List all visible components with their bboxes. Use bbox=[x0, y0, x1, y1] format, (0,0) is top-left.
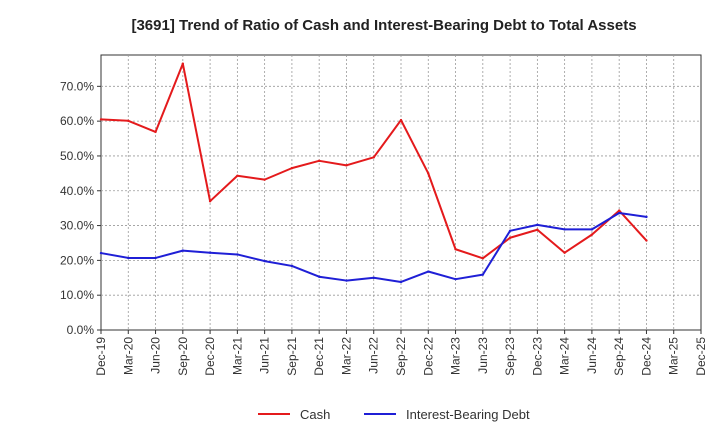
data-point-cash bbox=[617, 209, 621, 212]
data-point-cash bbox=[236, 174, 239, 177]
x-tick-label: Jun-24 bbox=[585, 337, 599, 374]
y-tick-label: 20.0% bbox=[60, 253, 94, 267]
x-tick-label: Jun-22 bbox=[367, 337, 381, 374]
data-point-cash bbox=[590, 233, 594, 236]
data-point-interest-bearing-debt bbox=[645, 215, 648, 219]
legend: Cash Interest-Bearing Debt bbox=[258, 407, 530, 422]
data-point-interest-bearing-debt bbox=[181, 249, 185, 252]
data-point-cash bbox=[317, 159, 321, 163]
series-lines bbox=[99, 62, 648, 284]
data-point-interest-bearing-debt bbox=[563, 228, 566, 231]
data-point-cash bbox=[127, 119, 130, 122]
x-tick-label: Mar-20 bbox=[121, 337, 135, 375]
x-tick-label: Dec-19 bbox=[94, 337, 108, 376]
data-point-cash bbox=[154, 130, 157, 134]
data-point-interest-bearing-debt bbox=[508, 229, 512, 232]
data-point-interest-bearing-debt bbox=[345, 279, 348, 282]
data-point-interest-bearing-debt bbox=[454, 277, 457, 281]
data-point-interest-bearing-debt bbox=[290, 264, 294, 268]
data-point-cash bbox=[99, 118, 103, 121]
x-tick-label: Dec-22 bbox=[421, 337, 435, 376]
x-tick-label: Jun-20 bbox=[149, 337, 163, 374]
data-point-cash bbox=[454, 248, 457, 251]
y-tick-label: 70.0% bbox=[60, 79, 94, 93]
y-tick-label: 50.0% bbox=[60, 149, 94, 163]
data-point-interest-bearing-debt bbox=[317, 275, 321, 278]
x-tick-label: Dec-25 bbox=[694, 337, 708, 376]
data-point-interest-bearing-debt bbox=[236, 253, 239, 256]
data-point-interest-bearing-debt bbox=[372, 276, 375, 279]
x-tick-label: Dec-21 bbox=[312, 337, 326, 376]
data-point-cash bbox=[208, 200, 212, 203]
x-tick-label: Dec-24 bbox=[639, 337, 653, 376]
data-point-interest-bearing-debt bbox=[263, 259, 266, 263]
data-point-cash bbox=[181, 62, 185, 65]
data-point-cash bbox=[399, 118, 403, 122]
data-point-cash bbox=[481, 257, 485, 260]
y-tick-label: 0.0% bbox=[67, 323, 95, 337]
x-tick-label: Sep-21 bbox=[285, 337, 299, 376]
y-tick-label: 10.0% bbox=[60, 288, 94, 302]
data-point-interest-bearing-debt bbox=[427, 270, 430, 273]
x-tick-label: Mar-23 bbox=[449, 337, 463, 375]
legend-label-cash: Cash bbox=[300, 407, 330, 422]
legend-label-interest-bearing-debt: Interest-Bearing Debt bbox=[406, 407, 530, 422]
data-point-cash bbox=[427, 172, 430, 175]
data-point-cash bbox=[372, 156, 375, 159]
grid-lines bbox=[101, 55, 701, 330]
data-point-interest-bearing-debt bbox=[481, 273, 485, 276]
data-point-interest-bearing-debt bbox=[536, 223, 539, 227]
data-point-cash bbox=[345, 164, 348, 167]
data-point-cash bbox=[508, 236, 512, 239]
data-point-cash bbox=[290, 166, 294, 170]
x-tick-label: Dec-23 bbox=[530, 337, 544, 376]
x-tick-label: Jun-21 bbox=[258, 337, 272, 374]
data-point-cash bbox=[263, 178, 266, 181]
x-tick-label: Dec-20 bbox=[203, 337, 217, 376]
x-tick-label: Mar-22 bbox=[339, 337, 353, 375]
x-tick-label: Sep-22 bbox=[394, 337, 408, 376]
y-tick-label: 40.0% bbox=[60, 184, 94, 198]
data-point-interest-bearing-debt bbox=[154, 256, 157, 260]
data-point-cash bbox=[563, 251, 566, 254]
y-axis: 0.0% 10.0% 20.0% 30.0% 40.0% 50.0% 60.0% 70.0% bbox=[60, 79, 101, 337]
data-point-cash bbox=[536, 228, 539, 231]
y-tick-label: 60.0% bbox=[60, 114, 94, 128]
x-tick-label: Sep-20 bbox=[176, 337, 190, 376]
x-tick-label: Mar-25 bbox=[667, 337, 681, 375]
data-point-cash bbox=[645, 239, 648, 242]
y-tick-label: 30.0% bbox=[60, 219, 94, 233]
x-axis: Dec-19 Mar-20 Jun-20 Sep-20 Dec-20 Mar-21 Jun-… bbox=[94, 330, 708, 376]
chart-title: [3691] Trend of Ratio of Cash and Intere… bbox=[131, 17, 636, 34]
data-point-interest-bearing-debt bbox=[208, 251, 212, 254]
data-point-interest-bearing-debt bbox=[99, 251, 103, 255]
x-tick-label: Mar-24 bbox=[558, 337, 572, 375]
data-point-interest-bearing-debt bbox=[127, 256, 130, 260]
data-point-interest-bearing-debt bbox=[590, 228, 594, 231]
x-tick-label: Jun-23 bbox=[476, 337, 490, 374]
data-point-interest-bearing-debt bbox=[617, 211, 621, 215]
x-tick-label: Sep-23 bbox=[503, 337, 517, 376]
x-tick-label: Sep-24 bbox=[612, 337, 626, 376]
x-tick-label: Mar-21 bbox=[230, 337, 244, 375]
data-point-interest-bearing-debt bbox=[399, 280, 403, 284]
